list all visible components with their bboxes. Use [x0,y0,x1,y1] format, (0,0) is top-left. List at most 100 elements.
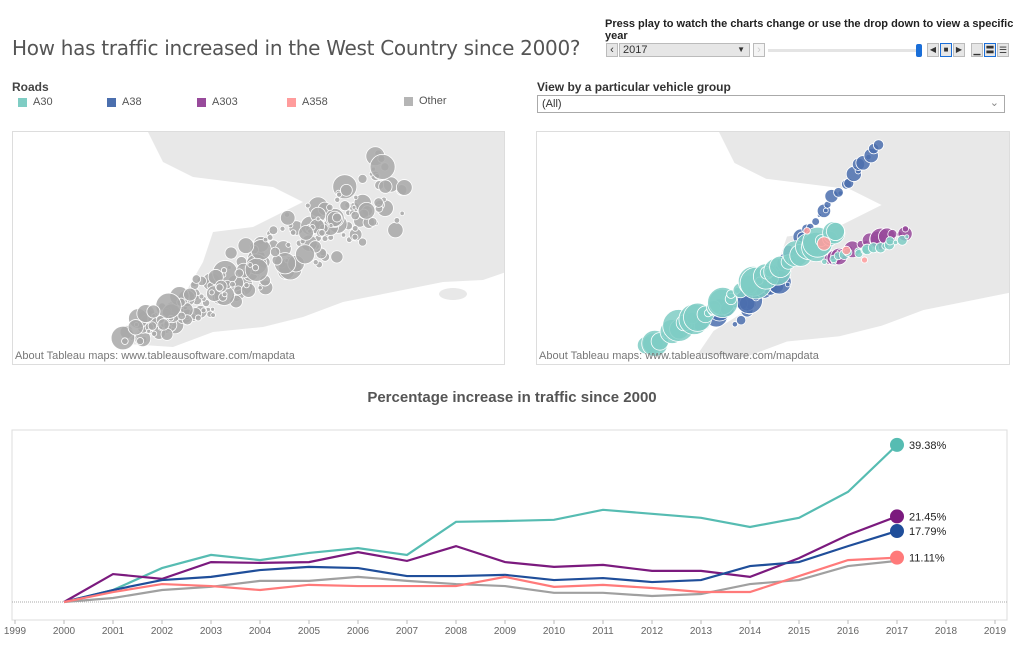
traffic-point[interactable] [358,237,368,247]
traffic-point[interactable] [803,227,811,235]
traffic-point[interactable] [904,234,910,240]
traffic-point[interactable] [872,139,885,151]
legend-item-a303[interactable]: A303 [197,96,238,108]
traffic-point[interactable] [243,282,250,289]
traffic-point[interactable] [811,217,820,226]
traffic-point[interactable] [816,236,832,251]
legend-item-a30[interactable]: A30 [18,96,53,108]
traffic-point[interactable] [351,225,359,232]
traffic-point[interactable] [289,229,297,236]
traffic-point[interactable] [191,274,202,284]
traffic-point[interactable] [280,210,296,226]
prev-year-button[interactable]: ‹ [606,43,618,57]
traffic-point[interactable] [340,232,347,238]
traffic-point[interactable] [378,179,393,194]
traffic-point[interactable] [146,304,161,319]
traffic-point[interactable] [735,315,747,326]
traffic-point[interactable] [373,197,384,208]
traffic-point[interactable] [198,293,205,300]
traffic-point[interactable] [369,153,396,180]
end-point-marker[interactable] [890,437,904,452]
traffic-point[interactable] [901,225,909,233]
series-line-other[interactable] [63,559,898,604]
traffic-point[interactable] [208,289,215,296]
traffic-point[interactable] [395,179,413,196]
traffic-point[interactable] [821,258,828,265]
traffic-point[interactable] [334,196,341,203]
traffic-point[interactable] [147,321,158,331]
traffic-point[interactable] [826,222,845,241]
traffic-point[interactable] [194,314,202,322]
end-point-marker[interactable] [890,550,904,565]
traffic-point[interactable] [399,210,405,217]
speed-fast-button[interactable]: ☰ [997,43,1009,57]
year-slider[interactable] [768,49,920,52]
traffic-point[interactable] [269,246,281,258]
traffic-point[interactable] [312,259,319,266]
map-attribution[interactable]: About Tableau maps: www.tableausoftware.… [15,350,295,362]
traffic-point[interactable] [315,216,321,222]
traffic-point[interactable] [357,201,376,220]
traffic-point[interactable] [332,212,342,223]
traffic-point[interactable] [262,236,269,243]
traffic-point[interactable] [224,246,238,260]
traffic-point[interactable] [279,225,286,232]
map-canvas[interactable] [537,132,1010,365]
traffic-point[interactable] [353,194,359,200]
speed-medium-button[interactable]: 〓 [984,43,996,57]
traffic-point[interactable] [351,233,359,241]
traffic-point[interactable] [833,187,844,198]
traffic-point[interactable] [257,285,263,291]
next-year-button[interactable]: › [753,43,765,57]
map-all-roads[interactable]: About Tableau maps: www.tableausoftware.… [12,131,505,365]
traffic-point[interactable] [328,223,334,229]
traffic-point[interactable] [326,203,334,212]
traffic-point[interactable] [367,217,378,227]
traffic-point[interactable] [298,225,314,241]
traffic-point[interactable] [295,244,315,265]
traffic-point[interactable] [304,202,311,209]
end-point-marker[interactable] [890,509,904,524]
traffic-point[interactable] [841,245,852,256]
speed-slow-button[interactable]: ▁ [971,43,983,57]
traffic-point[interactable] [351,204,357,210]
traffic-point[interactable] [146,328,152,334]
series-line-a303[interactable] [63,515,898,603]
traffic-point[interactable] [234,268,244,278]
vehicle-group-dropdown[interactable]: (All) ⌄ [537,95,1005,113]
traffic-point[interactable] [321,235,329,242]
traffic-point[interactable] [221,291,228,298]
traffic-point[interactable] [285,241,292,248]
traffic-point[interactable] [393,217,401,224]
traffic-point[interactable] [330,250,344,264]
traffic-point[interactable] [784,281,791,288]
traffic-point[interactable] [350,210,360,221]
end-point-marker[interactable] [890,524,904,539]
traffic-point[interactable] [861,256,868,264]
traffic-point[interactable] [268,225,279,236]
play-forward-button[interactable]: ▶ [953,43,965,57]
traffic-point[interactable] [340,183,353,197]
traffic-point[interactable] [357,173,368,184]
traffic-point[interactable] [731,321,738,328]
traffic-point[interactable] [157,318,170,331]
year-slider-thumb[interactable] [916,44,922,57]
year-dropdown[interactable]: 2017 ▼ [619,43,750,57]
legend-item-other[interactable]: Other [404,95,447,107]
series-line-a358[interactable] [63,556,898,604]
traffic-point[interactable] [318,229,326,237]
traffic-point[interactable] [200,307,207,314]
traffic-point[interactable] [251,264,260,272]
traffic-point[interactable] [183,287,198,302]
series-line-a38[interactable] [63,529,898,604]
map-attribution[interactable]: About Tableau maps: www.tableausoftware.… [539,350,819,362]
map-canvas[interactable] [13,132,505,365]
traffic-point[interactable] [121,337,129,345]
play-back-button[interactable]: ◀ [927,43,939,57]
traffic-point[interactable] [237,237,255,254]
traffic-point[interactable] [336,191,343,198]
traffic-point[interactable] [177,311,186,321]
legend-item-a38[interactable]: A38 [107,96,142,108]
traffic-point[interactable] [247,262,253,268]
traffic-point[interactable] [210,312,216,318]
